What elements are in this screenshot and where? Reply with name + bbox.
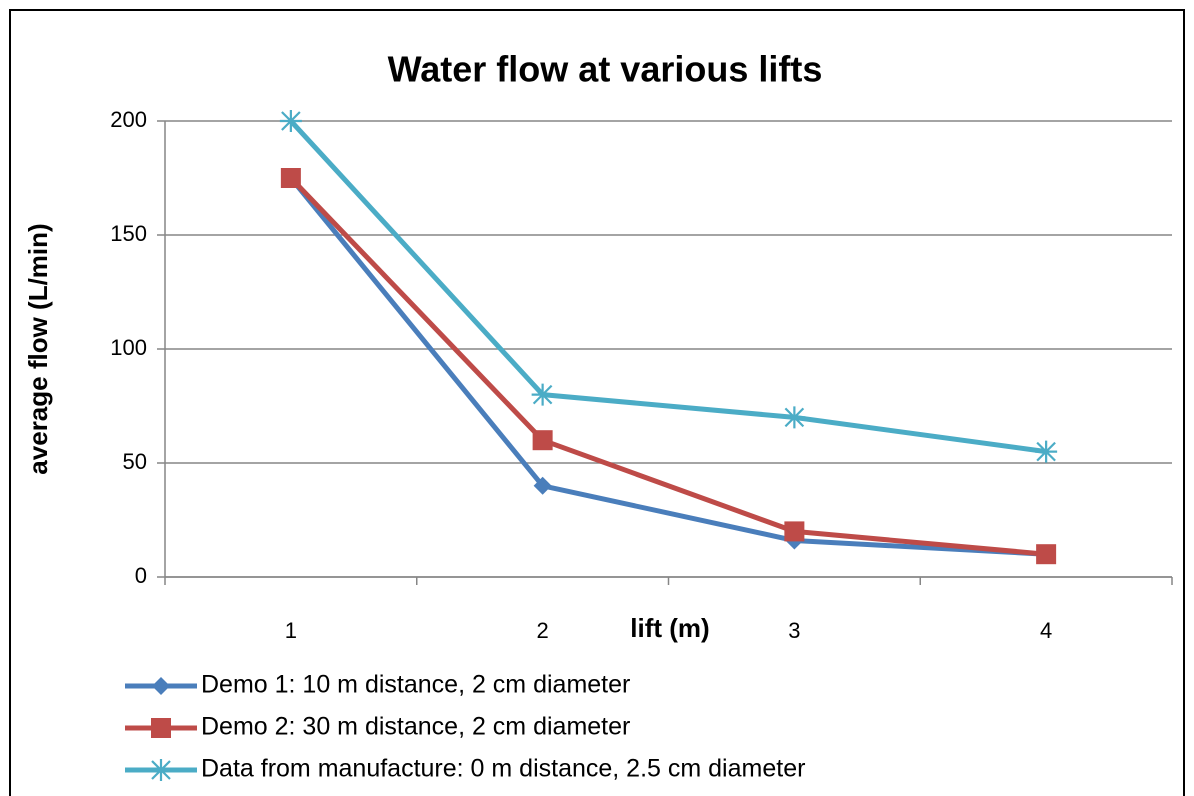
data-point	[1035, 440, 1058, 463]
data-point	[532, 430, 553, 451]
legend-label: Demo 2: 30 m distance, 2 cm diameter	[201, 713, 630, 741]
chart-border	[9, 9, 1185, 796]
data-point	[280, 168, 301, 188]
legend-marker	[151, 718, 171, 738]
series-line	[289, 176, 1047, 557]
data-point	[533, 476, 552, 495]
data-point	[1036, 544, 1057, 565]
x-tick-label: 4	[1040, 618, 1052, 643]
series-line	[289, 119, 1047, 455]
legend-label: Demo 1: 10 m distance, 2 cm diameter	[201, 671, 630, 699]
y-tick-label: 50	[123, 449, 147, 474]
y-tick-label: 0	[135, 563, 147, 588]
data-point	[784, 521, 805, 542]
x-axis-title: lift (m)	[630, 613, 709, 643]
series-line	[288, 176, 1047, 557]
y-tick-label: 100	[110, 335, 147, 360]
legend-marker	[150, 759, 172, 781]
x-tick-label: 2	[537, 618, 549, 643]
legend-marker	[152, 677, 170, 695]
data-point	[531, 383, 554, 406]
data-point	[279, 110, 302, 132]
y-tick-label: 150	[110, 221, 147, 246]
x-tick-label: 3	[788, 618, 800, 643]
y-tick-label: 200	[110, 107, 147, 132]
legend-label: Data from manufacture: 0 m distance, 2.5…	[201, 755, 805, 783]
data-point	[783, 406, 806, 429]
y-axis-title: average flow (L/min)	[23, 223, 53, 474]
chart-title: Water flow at various lifts	[388, 49, 823, 90]
x-tick-label: 1	[285, 618, 297, 643]
